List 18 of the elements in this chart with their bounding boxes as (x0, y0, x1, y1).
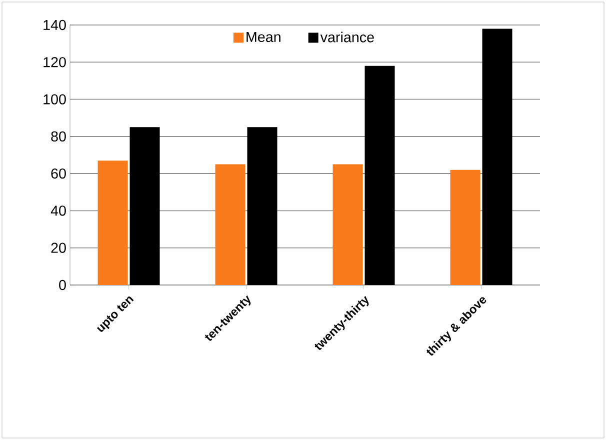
y-tick-label: 100 (44, 94, 66, 104)
y-tick-label: 0 (59, 280, 66, 290)
bar (450, 170, 480, 285)
bar (130, 127, 160, 285)
bar (364, 66, 395, 285)
y-tick-label: 140 (44, 20, 66, 30)
bar (247, 127, 278, 285)
bar (215, 164, 246, 285)
legend-label: Mean (246, 32, 280, 42)
y-tick-label: 80 (51, 131, 66, 142)
y-tick-label: 120 (44, 57, 66, 68)
y-tick-label: 40 (50, 206, 66, 216)
bar (482, 28, 512, 285)
y-tick-label: 20 (51, 242, 66, 253)
bar (98, 160, 128, 285)
legend-label: variance (320, 32, 374, 42)
y-tick-label: 60 (51, 168, 66, 179)
bar (332, 164, 363, 285)
